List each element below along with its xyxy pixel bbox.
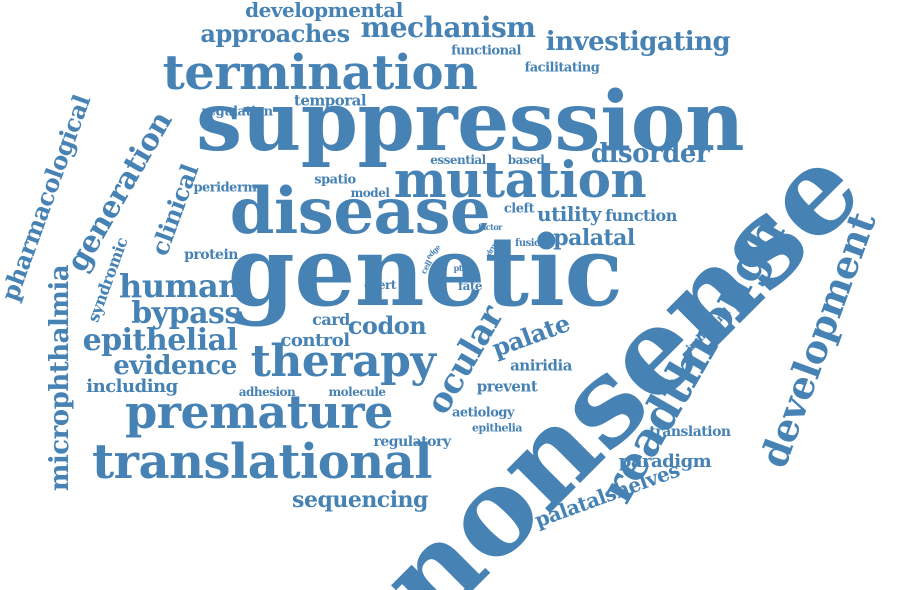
word-aniridia: aniridia xyxy=(510,356,572,375)
word-exert: exert xyxy=(364,278,396,292)
word-spatio: spatio xyxy=(314,172,356,188)
word-prevent: prevent xyxy=(476,377,538,396)
word-genetic: genetic xyxy=(227,215,623,328)
word-palatal: palatal xyxy=(553,225,635,251)
word-fate: fate xyxy=(457,279,483,293)
word-epithelia: epithelia xyxy=(472,421,522,435)
word-factor: factor xyxy=(478,222,502,232)
word-translation: translation xyxy=(649,424,731,440)
word-control: control xyxy=(280,330,350,351)
word-therapy: therapy xyxy=(250,336,436,387)
word-temporal: temporal xyxy=(293,91,367,110)
word-based: based xyxy=(507,153,545,167)
word-molecule: molecule xyxy=(328,385,386,399)
word-human: human xyxy=(119,267,241,305)
word-clinical: clinical xyxy=(144,160,205,260)
word-bypass: bypass xyxy=(131,296,241,331)
word-function: function xyxy=(605,206,677,225)
word-developmental: developmental xyxy=(245,0,403,22)
word-including: including xyxy=(86,376,178,397)
word-functional: functional xyxy=(451,43,521,59)
word-paradigm: paradigm xyxy=(618,451,712,472)
word-mechanism: mechanism xyxy=(360,11,536,44)
word-regulation: regulation xyxy=(201,104,273,120)
word-codon: codon xyxy=(347,311,427,340)
word-disease: disease xyxy=(229,174,491,249)
word-aetiology: aetiology xyxy=(451,405,515,421)
word-mutation: mutation xyxy=(393,150,647,209)
word-disorder: disorder xyxy=(590,139,710,169)
word-termination: termination xyxy=(162,45,478,101)
word-suppression: suppression xyxy=(195,74,745,170)
word-epithelial: epithelial xyxy=(82,323,238,358)
word-translational: translational xyxy=(92,434,432,490)
word-ptcs: ptcs xyxy=(453,263,471,273)
word-premature: premature xyxy=(125,385,393,439)
word-regulatory: regulatory xyxy=(373,434,451,450)
word-evidence: evidence xyxy=(113,351,237,381)
word-fusion: fusion xyxy=(515,238,547,249)
word-utility: utility xyxy=(537,202,601,226)
word-periderm: periderm xyxy=(193,180,257,196)
word-investigating: investigating xyxy=(545,27,731,57)
word-sequencing: sequencing xyxy=(292,487,428,513)
word-model: model xyxy=(350,186,390,200)
word-protein: protein xyxy=(184,247,238,263)
word-card: card xyxy=(312,310,350,329)
word-approaches: approaches xyxy=(200,19,350,48)
word-facilitating: facilitating xyxy=(524,60,600,76)
word-essential: essential xyxy=(430,153,486,167)
word-microphthalmia: microphthalmia xyxy=(45,264,75,492)
word-cleft: cleft xyxy=(503,201,535,217)
word-adhesion: adhesion xyxy=(238,385,296,399)
